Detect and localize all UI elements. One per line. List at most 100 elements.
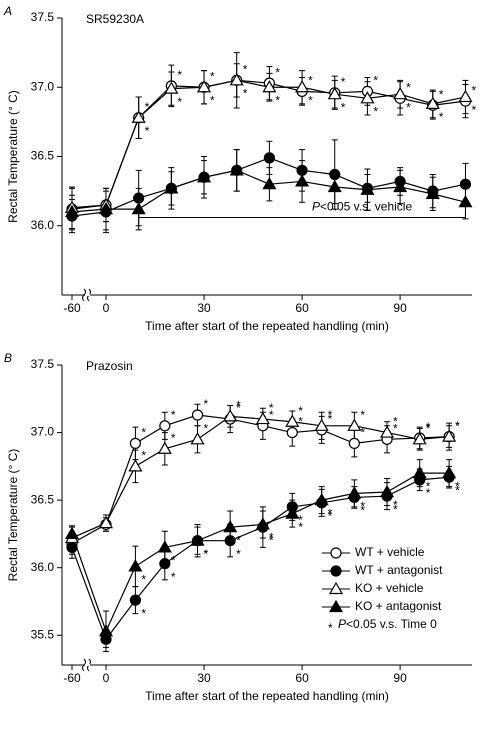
data-point — [157, 441, 172, 454]
legend-marker — [330, 547, 342, 559]
y-tick-label: 37.5 — [31, 357, 55, 371]
axis-break-gap — [85, 664, 90, 666]
data-point — [133, 192, 145, 204]
data-point — [197, 170, 212, 183]
axis-line — [61, 18, 472, 296]
significance-mark: * — [341, 75, 346, 89]
significance-mark: * — [141, 606, 146, 620]
data-point — [380, 484, 395, 498]
data-point — [262, 80, 277, 93]
data-point — [285, 414, 300, 427]
significance-mark: * — [204, 397, 209, 411]
data-point — [296, 164, 308, 176]
x-tick-label: -60 — [63, 301, 81, 315]
data-point — [159, 558, 171, 570]
data-point — [393, 179, 408, 193]
y-tick-label: 36.5 — [31, 149, 55, 163]
significance-mark: * — [360, 426, 365, 440]
data-point — [164, 181, 179, 194]
data-point — [159, 420, 171, 432]
data-point — [329, 168, 341, 181]
data-point — [347, 418, 362, 431]
data-point — [327, 179, 342, 193]
significance-mark: * — [141, 426, 146, 440]
legend-label: KO + vehicle — [355, 581, 424, 595]
significance-mark: * — [275, 65, 280, 79]
axis-line — [61, 365, 472, 666]
y-tick-label: 36.5 — [31, 492, 55, 506]
significance-mark: * — [360, 504, 365, 518]
data-point — [295, 174, 310, 187]
x-tick-label: -60 — [63, 671, 81, 685]
significance-mark: * — [455, 479, 460, 493]
significance-mark: * — [210, 69, 215, 83]
data-point — [412, 465, 427, 479]
significance-mark: * — [455, 419, 460, 433]
legend-label: WT + vehicle — [355, 545, 425, 559]
legend-marker — [330, 565, 342, 577]
data-point — [263, 152, 275, 164]
chart-title: Prazosin — [86, 359, 133, 373]
data-point — [131, 201, 146, 215]
data-point — [412, 432, 427, 445]
significance-mark: * — [393, 498, 398, 512]
significance-mark: * — [269, 401, 274, 415]
data-point — [327, 86, 342, 100]
significance-mark: * — [236, 401, 241, 415]
significance-mark: * — [145, 124, 150, 138]
data-point — [98, 201, 114, 215]
y-tick-label: 37.0 — [31, 425, 55, 439]
legend-marker — [328, 599, 344, 613]
data-point — [285, 506, 300, 519]
data-point — [442, 429, 457, 442]
significance-mark: * — [328, 506, 333, 520]
data-point — [191, 409, 204, 421]
significance-mark: * — [360, 408, 365, 422]
data-point — [157, 540, 172, 553]
data-point — [128, 459, 143, 472]
data-point — [380, 425, 395, 438]
significance-mark: * — [439, 110, 444, 124]
significance-mark: * — [210, 93, 215, 107]
significance-mark: * — [298, 404, 303, 418]
x-tick-label: 0 — [103, 301, 110, 315]
significance-mark: * — [269, 408, 274, 422]
x-tick-label: 90 — [393, 301, 407, 315]
significance-mark: * — [406, 81, 411, 95]
legend-label: WT + antagonist — [355, 563, 443, 577]
significance-mark: * — [177, 68, 182, 82]
data-point — [314, 492, 329, 506]
legend-symbol: * — [328, 621, 333, 635]
legend-note-text: <0.05 v.s. Time 0 — [346, 617, 437, 631]
data-point — [360, 182, 375, 195]
bracket-label: P<0.05 v.s. vehicle — [312, 200, 413, 214]
data-point — [459, 178, 472, 190]
significance-mark: * — [455, 483, 460, 497]
significance-mark: * — [426, 420, 431, 434]
data-point — [458, 194, 473, 208]
significance-mark: * — [308, 74, 313, 88]
significance-mark: * — [171, 570, 176, 584]
legend-label: KO + antagonist — [355, 599, 442, 613]
y-tick-label: 37.0 — [31, 79, 55, 93]
significance-mark: * — [236, 399, 241, 413]
data-point — [347, 486, 362, 499]
data-point — [255, 517, 270, 530]
significance-mark: * — [204, 547, 209, 561]
x-axis-label: Time after start of the repeated handlin… — [145, 689, 389, 703]
significance-mark: * — [308, 93, 313, 107]
data-point — [262, 176, 277, 190]
significance-mark: * — [269, 533, 274, 547]
data-point — [131, 110, 146, 123]
y-tick-label: 37.5 — [31, 10, 55, 24]
x-tick-label: 0 — [103, 671, 110, 685]
panel-letter: A — [3, 4, 12, 18]
data-point — [98, 624, 114, 637]
x-axis-label: Time after start of the repeated handlin… — [145, 319, 389, 333]
data-point — [229, 163, 244, 176]
x-tick-label: 60 — [295, 301, 309, 315]
significance-mark: * — [171, 554, 176, 568]
data-point — [128, 559, 143, 572]
bracket-label-text: <0.05 v.s. vehicle — [320, 200, 412, 214]
